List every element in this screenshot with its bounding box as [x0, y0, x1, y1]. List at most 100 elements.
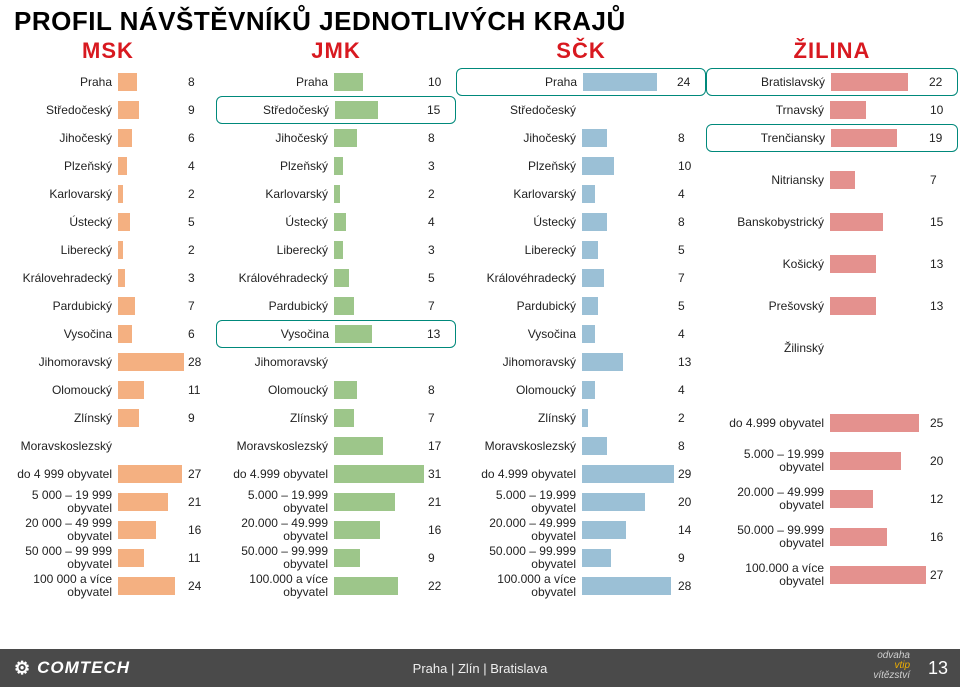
bar-track — [582, 325, 674, 343]
bar-track — [582, 521, 674, 539]
row-label: Prešovský — [706, 300, 830, 313]
row-value: 7 — [424, 411, 456, 425]
bar-track — [118, 269, 184, 287]
chart-row: Trnavský10 — [706, 96, 958, 124]
row-value: 13 — [423, 327, 455, 341]
bar-track — [582, 437, 674, 455]
row-label: Ústecký — [0, 216, 118, 229]
chart-row: Středočeský — [456, 96, 706, 124]
bar-fill — [582, 381, 595, 399]
bar-fill — [582, 437, 607, 455]
row-value: 2 — [674, 411, 706, 425]
row-label: 20.000 – 49.999 obyvatel — [456, 517, 582, 542]
chart-row: Pardubický7 — [216, 292, 456, 320]
row-value: 2 — [184, 243, 216, 257]
row-value: 7 — [184, 299, 216, 313]
chart-row: Jihomoravský — [216, 348, 456, 376]
row-value: 5 — [674, 243, 706, 257]
row-value: 4 — [674, 383, 706, 397]
bar-fill — [118, 353, 184, 371]
bar-fill — [582, 465, 674, 483]
row-value: 20 — [926, 454, 958, 468]
row-value: 10 — [674, 159, 706, 173]
row-value: 4 — [674, 327, 706, 341]
row-label: Liberecký — [456, 244, 582, 257]
bar-track — [830, 528, 926, 546]
bar-track — [830, 213, 926, 231]
bar-track — [582, 549, 674, 567]
row-value: 8 — [184, 75, 216, 89]
page-title: PROFIL NÁVŠTĚVNÍKŮ JEDNOTLIVÝCH KRAJŮ — [14, 6, 626, 37]
bar-track — [830, 414, 926, 432]
bar-fill — [830, 101, 866, 119]
row-value: 24 — [184, 579, 216, 593]
bar-track — [118, 381, 184, 399]
bar-track — [582, 213, 674, 231]
row-label: Moravskoslezský — [216, 440, 334, 453]
chart-row: Vysočina 4 — [456, 320, 706, 348]
row-label: Ústecký — [456, 216, 582, 229]
row-label: Královehradecký — [0, 272, 118, 285]
row-label: Vysočina — [456, 328, 582, 341]
chart-row: Trenčiansky19 — [706, 124, 958, 152]
bar-fill — [830, 171, 855, 189]
bar-track — [118, 493, 184, 511]
bar-track — [582, 157, 674, 175]
row-label: Nitriansky — [706, 174, 830, 187]
bar-fill — [334, 409, 354, 427]
bar-track — [582, 409, 674, 427]
chart-row: Olomoucký11 — [0, 376, 216, 404]
row-value: 7 — [424, 299, 456, 313]
bar-fill — [830, 255, 876, 273]
row-label: 20.000 – 49.999 obyvatel — [706, 486, 830, 511]
chart-row: Plzeňský10 — [456, 152, 706, 180]
column-jmk: JMK Praha10Středočeský15Jihočeský8Plzeňs… — [216, 38, 456, 600]
chart-row: 50 000 – 99 999 obyvatel11 — [0, 544, 216, 572]
chart-row: Zlínský2 — [456, 404, 706, 432]
bar-fill — [830, 490, 873, 508]
bar-fill — [582, 213, 607, 231]
chart-row: Ústecký4 — [216, 208, 456, 236]
chart-row: Jihočeský8 — [216, 124, 456, 152]
chart-row: Ústecký5 — [0, 208, 216, 236]
row-label: Středočeský — [456, 104, 582, 117]
row-label: Praha — [457, 76, 583, 89]
bar-track — [118, 353, 184, 371]
row-value: 8 — [424, 131, 456, 145]
row-value: 22 — [424, 579, 456, 593]
row-value: 9 — [184, 411, 216, 425]
bar-track — [118, 129, 184, 147]
bar-fill — [831, 73, 908, 91]
bar-fill — [334, 185, 340, 203]
chart-row: Praha10 — [216, 68, 456, 96]
row-value: 16 — [184, 523, 216, 537]
chart-row: Olomoucký4 — [456, 376, 706, 404]
row-label: Trnavský — [706, 104, 830, 117]
row-label: do 4.999 obyvatel — [706, 417, 830, 430]
row-label: 5.000 – 19.999 obyvatel — [706, 448, 830, 473]
bar-fill — [334, 493, 395, 511]
bar-fill — [583, 73, 657, 91]
row-label: Zlínský — [216, 412, 334, 425]
bar-track — [334, 73, 424, 91]
bar-fill — [118, 157, 127, 175]
row-value: 4 — [674, 187, 706, 201]
chart-row: do 4.999 obyvatel25 — [706, 404, 958, 442]
row-value: 7 — [674, 271, 706, 285]
chart-row: 5.000 – 19.999 obyvatel20 — [456, 488, 706, 516]
chart-row: Středočeský9 — [0, 96, 216, 124]
chart-row: 100 000 a více obyvatel24 — [0, 572, 216, 600]
row-value: 8 — [674, 215, 706, 229]
bar-track — [334, 269, 424, 287]
row-value: 2 — [184, 187, 216, 201]
row-label: Žilinský — [706, 342, 830, 355]
bar-fill — [118, 213, 130, 231]
row-value: 15 — [423, 103, 455, 117]
row-label: Středočeský — [217, 104, 335, 117]
bar-track — [830, 297, 926, 315]
column-header-sck: SČK — [456, 38, 706, 64]
page-number: 13 — [928, 658, 948, 679]
bar-track — [118, 325, 184, 343]
chart-row: Bratislavský22 — [706, 68, 958, 96]
bar-track — [582, 465, 674, 483]
